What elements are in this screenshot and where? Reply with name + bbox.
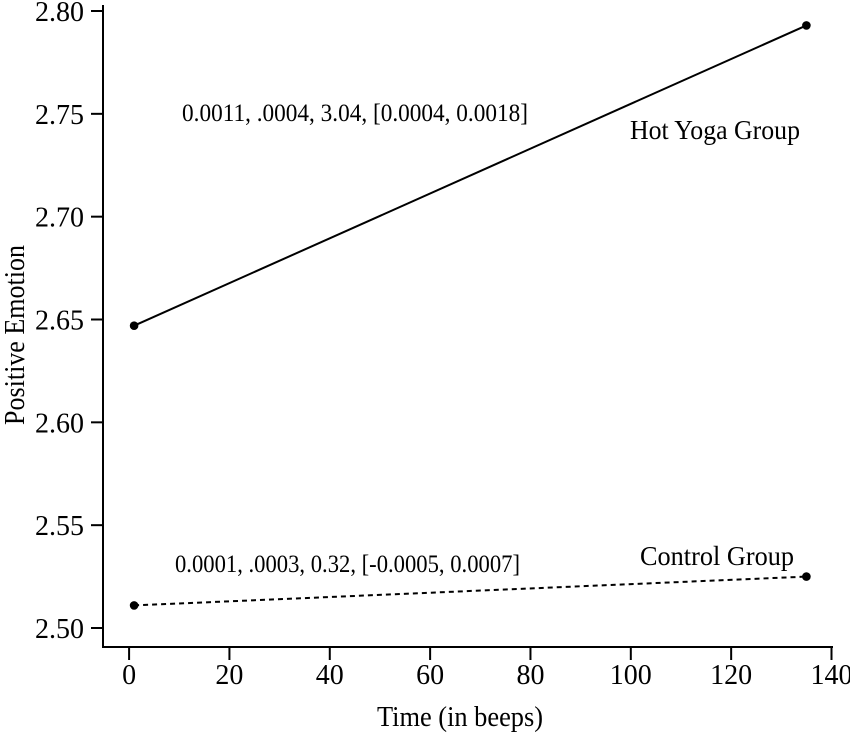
- x-tick-label: 120: [710, 660, 752, 691]
- stats-annotation-control: 0.0001, .0003, 0.32, [-0.0005, 0.0007]: [175, 551, 520, 578]
- data-point: [802, 572, 811, 581]
- series-line-hot-yoga-group: [133, 24, 807, 327]
- series-label-control: Control Group: [640, 541, 794, 571]
- series-line-control-group: [134, 575, 807, 607]
- axis-frame: [102, 5, 833, 648]
- stats-annotation-hot-yoga: 0.0011, .0004, 3.04, [0.0004, 0.0018]: [182, 100, 528, 127]
- y-tick-label: 2.75: [35, 100, 84, 131]
- x-tick-label: 40: [316, 660, 344, 691]
- series-label-hot-yoga: Hot Yoga Group: [630, 115, 800, 145]
- y-tick-label: 2.80: [35, 0, 84, 28]
- annotations-layer: 0.0011, .0004, 3.04, [0.0004, 0.0018] Hot…: [175, 100, 800, 578]
- x-tick-label: 140: [810, 660, 850, 691]
- ticks-layer: 0 20 40 60 80 100 120 140 2.50 2.55 2.60 2.65 2.70 2.…: [35, 0, 850, 691]
- x-tick-label: 80: [516, 660, 544, 691]
- data-point: [129, 601, 139, 610]
- x-tick-label: 100: [610, 660, 652, 691]
- y-tick-label: 2.65: [35, 306, 84, 337]
- y-tick-label: 2.70: [35, 203, 84, 234]
- y-tick-label: 2.50: [35, 614, 84, 645]
- x-axis-title: Time (in beeps): [377, 702, 543, 733]
- x-tick-label: 20: [215, 660, 243, 691]
- y-tick-label: 2.55: [35, 511, 84, 542]
- y-tick-label: 2.60: [35, 408, 84, 439]
- y-axis-title: Positive Emotion: [0, 245, 31, 425]
- x-tick-label: 60: [416, 660, 444, 691]
- data-point: [129, 321, 139, 331]
- x-tick-label: 0: [122, 660, 136, 691]
- series-layer: [129, 21, 811, 610]
- data-point: [802, 21, 811, 30]
